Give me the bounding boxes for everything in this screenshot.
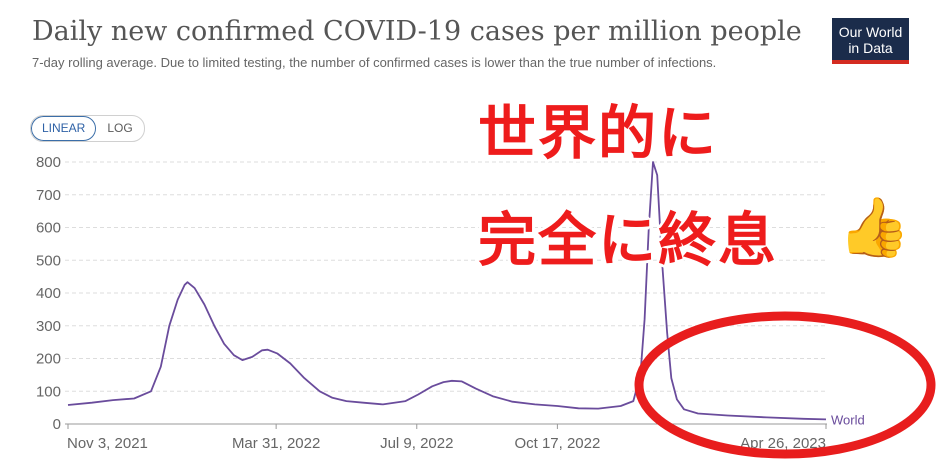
x-tick-label: Nov 3, 2021 [67,435,148,452]
x-tick-label: Mar 31, 2022 [232,435,320,452]
y-tick-label: 700 [36,187,61,204]
y-tick-label: 400 [36,285,61,302]
y-axis: 0 100 200 300 400 500 600 700 800 [36,154,61,433]
series-label-world: World [831,412,865,427]
x-tick-label: Apr 26, 2023 [740,435,826,452]
series-group: World [67,161,865,427]
chart-subtitle: 7-day rolling average. Due to limited te… [32,55,717,70]
series-line-world [67,161,827,421]
x-tick-label: Oct 17, 2022 [514,435,600,452]
overlay-text-line-2: 完全に終息 [478,206,779,274]
highlight-ellipse [634,311,936,459]
y-tick-label: 200 [36,351,61,368]
overlay-text-line-1: 世界的に [478,99,719,167]
y-tick-label: 0 [53,416,61,433]
x-tick-label: Jul 9, 2022 [380,435,453,452]
x-axis: Nov 3, 2021 Mar 31, 2022 Jul 9, 2022 Oct 17… [65,423,827,452]
owid-logo[interactable]: Our World in Data [832,18,909,64]
y-tick-label: 800 [36,154,61,171]
y-tick-label: 600 [36,220,61,237]
y-tick-label: 500 [36,252,61,269]
chart-title: Daily new confirmed COVID-19 cases per m… [32,16,802,47]
logo-line-2: in Data [848,40,893,56]
grid-lines [65,161,827,392]
log-scale-button[interactable]: LOG [107,121,133,135]
thumbs-up-icon: 👍 [838,195,911,260]
scale-toggle: LINEAR LOG [30,115,145,142]
y-tick-label: 100 [36,383,61,400]
y-tick-label: 300 [36,318,61,335]
linear-scale-button[interactable]: LINEAR [31,116,97,141]
logo-line-1: Our World [838,24,903,40]
